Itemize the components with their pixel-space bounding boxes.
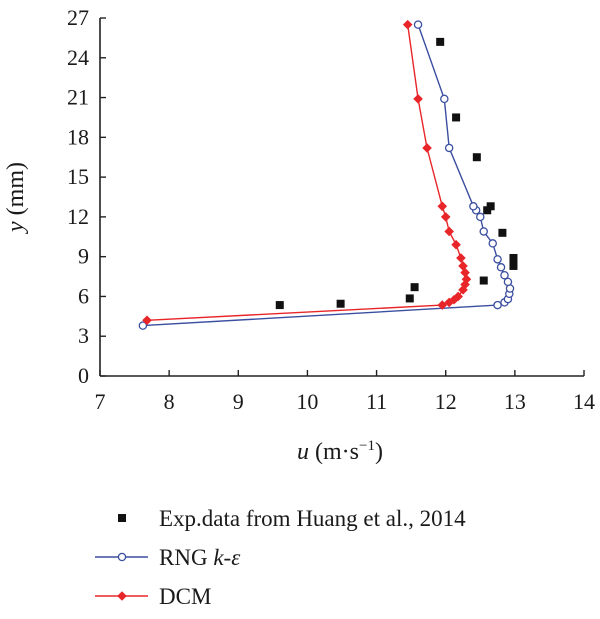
x-axis-title: u (m·s−1)	[297, 438, 383, 465]
data-point	[444, 226, 454, 237]
data-point	[500, 270, 509, 280]
data-point	[452, 113, 461, 122]
data-point	[458, 285, 468, 295]
axes	[99, 17, 585, 377]
data-point	[509, 261, 518, 270]
data-point	[142, 315, 152, 326]
y-tick-label: 9	[78, 244, 89, 269]
legend-label: RNG k-ε	[159, 545, 241, 570]
legend-label: DCM	[159, 584, 211, 609]
x-tick-label: 11	[366, 389, 387, 414]
data-point	[493, 300, 502, 310]
series-1	[275, 37, 518, 310]
legend-entry-3: DCM	[95, 584, 211, 609]
data-point	[402, 19, 413, 30]
data-point	[275, 301, 284, 310]
data-point	[460, 279, 470, 290]
data-point	[451, 239, 461, 250]
x-tick-label: 10	[296, 389, 318, 414]
y-tick-label: 15	[67, 164, 89, 189]
data-point	[413, 94, 423, 104]
y-tick-label: 6	[78, 283, 89, 308]
data-point	[493, 255, 502, 264]
data-point	[479, 276, 488, 285]
data-point	[456, 253, 466, 263]
legend-entry-1: Exp.data from Huang et al., 2014	[118, 506, 466, 531]
data-point	[453, 291, 463, 302]
legend-entry-2: RNG k-ε	[95, 545, 241, 570]
tick-labels: 0 3 6 9 12 15 18 21 24 27 7 8 9 10 11 12 13 14	[67, 5, 595, 414]
legend-marker	[118, 514, 126, 522]
data-point	[503, 277, 513, 287]
plot-area	[138, 19, 518, 330]
y-tick-label: 27	[67, 5, 89, 30]
data-point	[422, 143, 432, 153]
data-point	[449, 294, 459, 305]
axis-titles: u (m·s−1) y (mm)	[3, 162, 383, 465]
x-tick-label: 8	[164, 389, 175, 414]
y-tick-label: 3	[78, 323, 89, 348]
data-point	[336, 299, 345, 308]
data-point	[138, 321, 148, 330]
data-point	[444, 143, 454, 153]
legend: Exp.data from Huang et al., 2014 RNG k-ε D…	[95, 506, 466, 609]
series-3	[142, 19, 472, 326]
data-point	[437, 201, 448, 212]
x-tick-label: 13	[504, 389, 526, 414]
x-tick-label: 7	[95, 389, 106, 414]
data-point	[413, 20, 423, 29]
data-point	[476, 212, 485, 222]
data-point	[460, 267, 470, 278]
x-tick-label: 14	[573, 389, 595, 414]
y-axis-title: y (mm)	[3, 162, 29, 234]
y-tick-label: 21	[67, 85, 89, 110]
data-point	[440, 94, 449, 104]
data-point	[486, 202, 495, 211]
y-tick-label: 0	[78, 363, 89, 388]
data-point	[472, 153, 481, 162]
data-point	[498, 228, 507, 237]
y-tick-label: 18	[67, 124, 89, 149]
legend-marker	[117, 552, 127, 562]
series-line	[142, 24, 511, 327]
data-point	[479, 227, 488, 236]
data-point	[444, 297, 454, 308]
data-point	[496, 263, 506, 272]
data-point	[405, 294, 414, 303]
data-point	[458, 261, 468, 271]
series-2	[138, 20, 515, 330]
series-line	[146, 24, 468, 321]
data-point	[440, 212, 451, 222]
data-point	[488, 239, 497, 248]
data-point	[461, 274, 472, 285]
x-tick-label: 9	[233, 389, 244, 414]
legend-marker	[117, 591, 127, 601]
legend-label: Exp.data from Huang et al., 2014	[159, 506, 466, 531]
y-tick-label: 12	[67, 204, 89, 229]
y-tick-label: 24	[67, 45, 89, 70]
x-tick-label: 12	[435, 389, 457, 414]
data-point	[469, 202, 478, 211]
data-point	[410, 283, 419, 292]
data-point	[509, 253, 518, 262]
data-point	[436, 37, 445, 46]
